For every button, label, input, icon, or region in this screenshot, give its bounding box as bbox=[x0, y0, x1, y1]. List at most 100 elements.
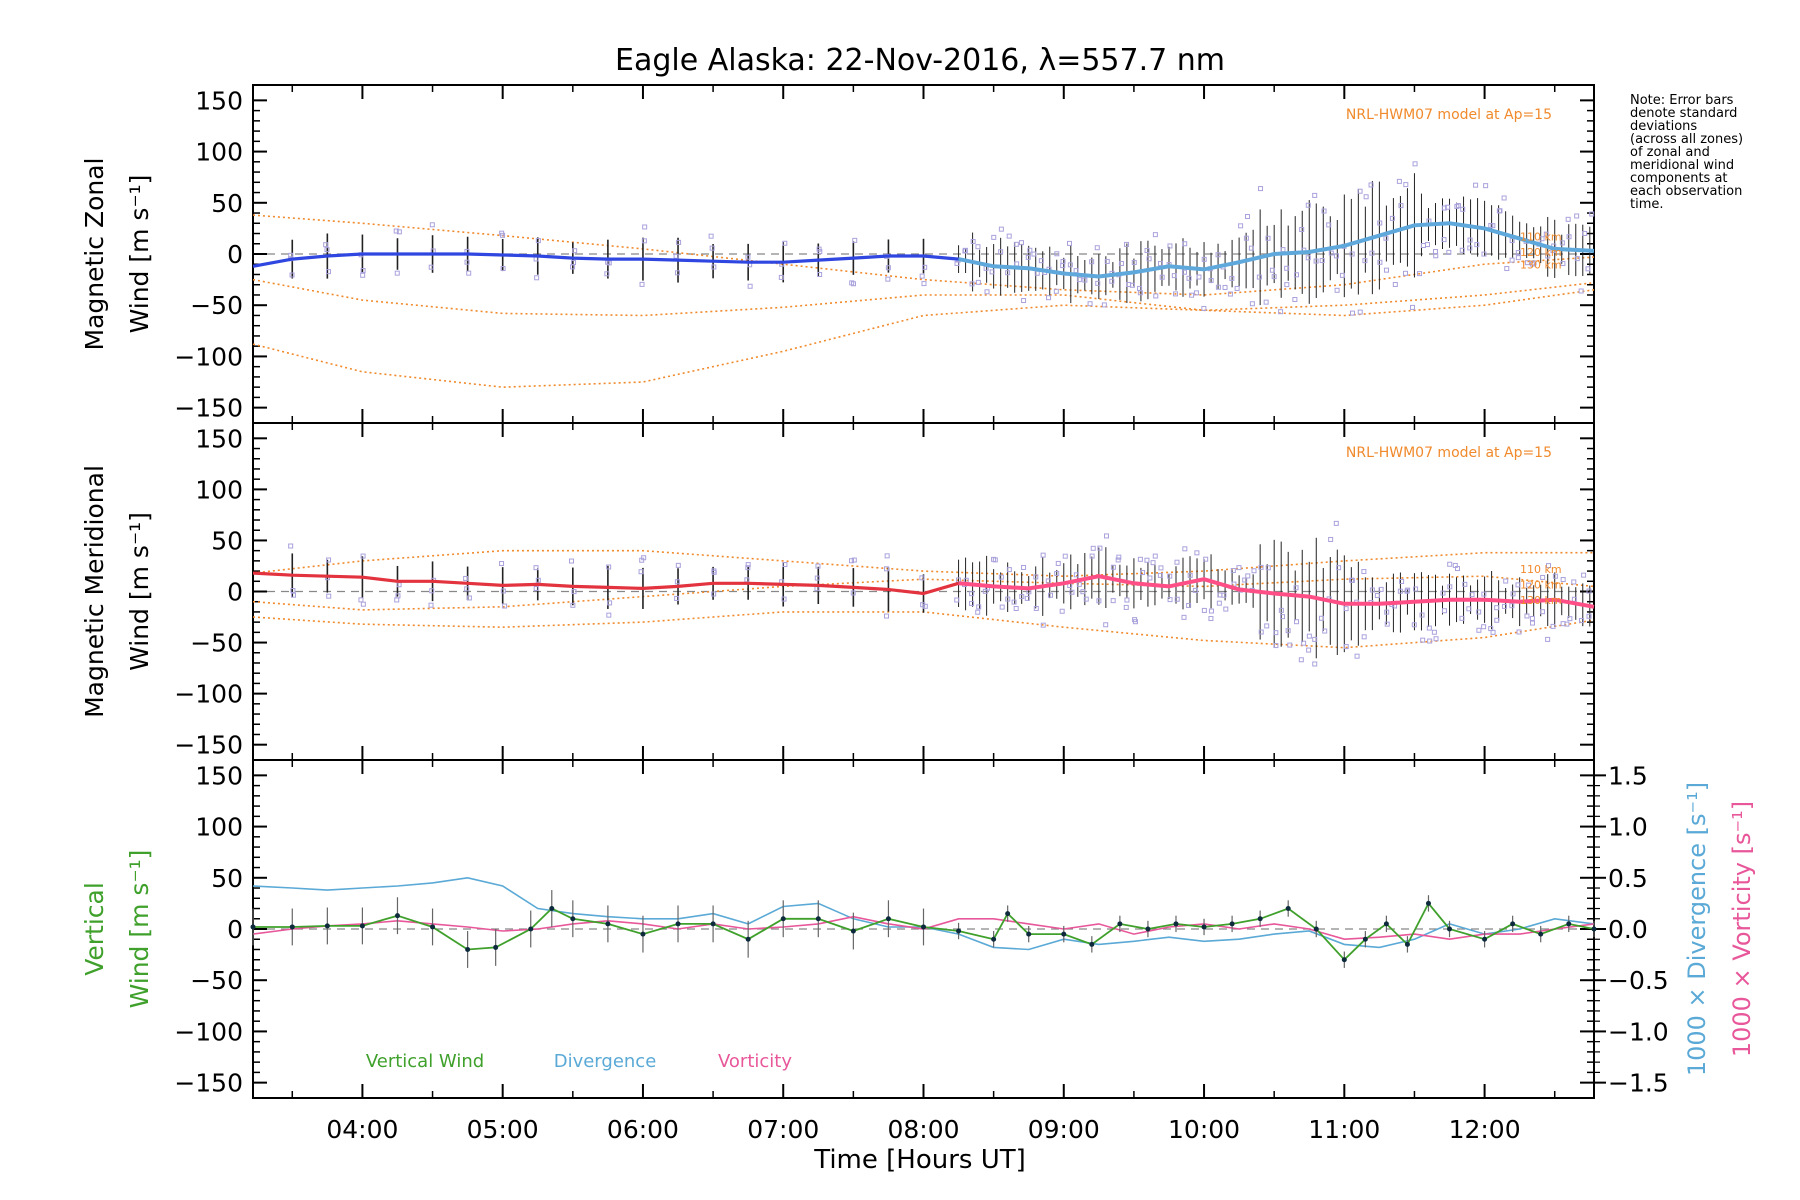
x-tick-label: 08:00 bbox=[887, 1115, 959, 1144]
zone-point bbox=[1046, 295, 1052, 301]
zone-point bbox=[1137, 556, 1143, 562]
zone-point bbox=[1564, 621, 1570, 627]
zone-point bbox=[1328, 536, 1334, 542]
y-tick-label: −100 bbox=[174, 342, 243, 371]
meridional-wind-panel: −150 −100 −50 0 50 100 150 Magnetic Meridional W… bbox=[80, 422, 1595, 761]
zone-point bbox=[1419, 612, 1425, 618]
zone-point bbox=[1018, 240, 1024, 246]
zone-point bbox=[884, 553, 890, 559]
zone-point bbox=[1089, 553, 1095, 559]
x-tick-label: 04:00 bbox=[326, 1115, 398, 1144]
vertical-wind-point bbox=[1145, 926, 1151, 932]
zone-point bbox=[1089, 259, 1095, 265]
zone-point bbox=[1284, 282, 1290, 288]
zone-point bbox=[535, 577, 541, 583]
zone-point bbox=[1322, 628, 1328, 634]
vertical-wind-point bbox=[1285, 906, 1291, 912]
zone-point bbox=[323, 242, 329, 248]
zone-point bbox=[1243, 235, 1249, 241]
vertical-wind-point bbox=[921, 924, 926, 930]
vertical-wind-point bbox=[1510, 921, 1516, 927]
zone-point bbox=[466, 595, 472, 601]
zone-point bbox=[1256, 274, 1262, 280]
zone-point bbox=[429, 588, 435, 594]
zone-point bbox=[1011, 599, 1017, 605]
zone-point bbox=[1501, 195, 1507, 201]
zone-point bbox=[1060, 258, 1066, 264]
vertical-wind-point bbox=[956, 928, 962, 934]
y-tick-label: −50 bbox=[190, 966, 243, 995]
zone-point bbox=[1343, 644, 1349, 650]
zone-point bbox=[1374, 593, 1380, 599]
right-tick-label: −1.0 bbox=[1608, 1017, 1669, 1046]
x-tick-label: 05:00 bbox=[467, 1115, 539, 1144]
zone-point bbox=[466, 270, 472, 276]
vertical-wind-point bbox=[1089, 941, 1095, 947]
note-line: Note: Error bars bbox=[1630, 93, 1734, 108]
vertical-wind-point bbox=[780, 916, 786, 922]
x-tick-label: 09:00 bbox=[1028, 1115, 1100, 1144]
zone-point bbox=[1369, 587, 1375, 593]
zone-point bbox=[1182, 546, 1188, 552]
zone-point bbox=[1334, 287, 1340, 293]
zone-point bbox=[1433, 636, 1439, 642]
zone-point bbox=[1589, 211, 1595, 217]
zone-point bbox=[1460, 206, 1466, 212]
zone-point bbox=[1319, 615, 1325, 621]
zone-point bbox=[1215, 252, 1221, 258]
zone-point bbox=[674, 579, 680, 585]
model-curve bbox=[252, 611, 1595, 649]
zone-point bbox=[711, 264, 717, 270]
zone-point bbox=[673, 253, 679, 259]
vertical-wind-point bbox=[1383, 921, 1389, 927]
zonal-wind-panel: −150 −100 −50 0 50 100 150 Magnetic Zonal Wind [… bbox=[80, 84, 1595, 424]
zone-point bbox=[747, 283, 753, 289]
zone-point bbox=[1545, 253, 1551, 259]
zone-point bbox=[1378, 586, 1384, 592]
vertical-wind-point bbox=[991, 936, 997, 942]
y-tick-label: 0 bbox=[227, 578, 243, 607]
vertical-wind-point bbox=[710, 921, 716, 927]
vertical-wind-point bbox=[1005, 911, 1011, 917]
zone-point bbox=[1116, 554, 1122, 560]
zone-point bbox=[1539, 609, 1545, 615]
zone-point bbox=[606, 564, 612, 570]
zone-point bbox=[1567, 616, 1573, 622]
zone-point bbox=[1312, 661, 1318, 667]
vertical-wind-point bbox=[1026, 931, 1032, 937]
zone-point bbox=[1313, 258, 1319, 264]
zone-point bbox=[1027, 247, 1033, 253]
vertical-wind-point bbox=[1341, 957, 1347, 963]
zone-point bbox=[1201, 305, 1207, 311]
zone-point bbox=[1158, 565, 1164, 571]
zone-point bbox=[1271, 274, 1277, 280]
zone-point bbox=[1503, 578, 1509, 584]
zone-point bbox=[921, 281, 927, 287]
zone-point bbox=[1501, 603, 1507, 609]
zone-point bbox=[885, 265, 891, 271]
zone-point bbox=[1157, 261, 1163, 267]
zone-point bbox=[920, 602, 926, 608]
x-tick-label: 12:00 bbox=[1449, 1115, 1521, 1144]
zone-point bbox=[675, 562, 681, 568]
zone-point bbox=[606, 612, 612, 618]
zone-point bbox=[1581, 572, 1587, 578]
zone-point bbox=[1123, 604, 1129, 610]
zone-point bbox=[1476, 627, 1482, 633]
zone-point bbox=[1040, 622, 1046, 628]
zone-point bbox=[1403, 182, 1409, 188]
y-tick-label: 100 bbox=[195, 138, 243, 167]
zone-point bbox=[1048, 592, 1054, 598]
zone-point bbox=[1131, 259, 1137, 265]
zone-point bbox=[1305, 255, 1311, 261]
zone-point bbox=[984, 289, 990, 295]
vertical-wind-point bbox=[465, 946, 471, 952]
zone-point bbox=[1301, 640, 1307, 646]
zone-point bbox=[1115, 557, 1121, 563]
zone-point bbox=[360, 553, 366, 559]
zone-point bbox=[850, 590, 856, 596]
zone-point bbox=[1094, 245, 1100, 251]
zone-point bbox=[1524, 260, 1530, 266]
zone-point bbox=[1319, 258, 1325, 264]
zone-point bbox=[745, 562, 751, 568]
